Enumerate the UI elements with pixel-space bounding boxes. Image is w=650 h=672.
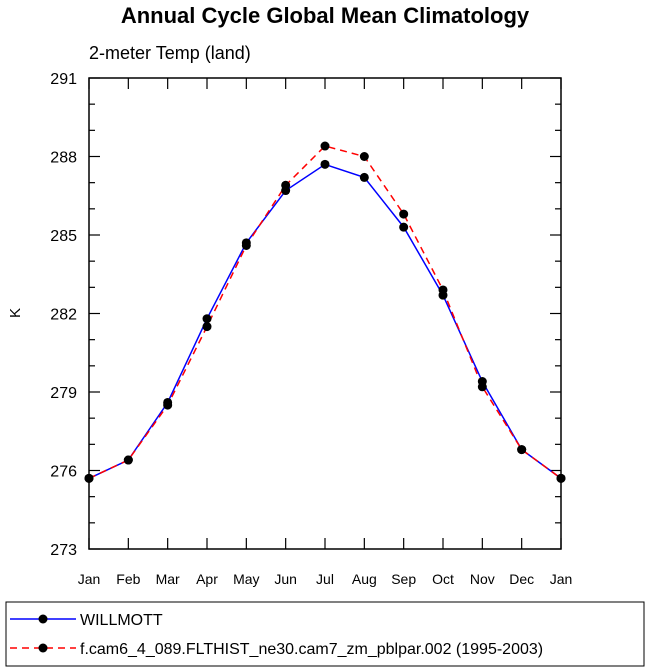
plot-frame [88,77,562,550]
y-tick-label: 288 [50,150,77,167]
x-tick-label: May [233,571,259,587]
series-1-point [163,400,173,410]
x-tick-label: Dec [509,571,534,587]
y-tick-labels: 273 276 279 282 285 288 291 [50,71,77,559]
x-tick-label: Mar [156,571,180,587]
series-0-point [359,172,369,182]
series-1-point [123,455,133,465]
series-1-point [477,382,487,392]
series-line-0 [88,163,562,480]
series-layer [84,141,566,483]
x-tick-label: Sep [391,571,416,587]
x-tick-label: Jun [274,571,297,587]
series-1-point [202,322,212,332]
y-tick-label: 282 [50,307,77,324]
series-1-point [438,285,448,295]
y-tick-label: 285 [50,228,77,245]
legend: WILLMOTT f.cam6_4_089.FLTHIST_ne30.cam7_… [5,601,645,667]
x-tick-label: Oct [432,571,454,587]
y-tick-label: 273 [50,542,77,559]
y-tick-label: 279 [50,385,77,402]
x-tick-label: Feb [116,571,140,587]
series-0-point [320,159,330,169]
series-1-point [399,209,409,219]
series-1-point [241,240,251,250]
series-1-point [517,445,527,455]
x-tick-label: Apr [196,571,218,587]
y-axis-label: K [7,308,24,318]
legend-marker-willmott [38,614,48,624]
x-tick-label: Jul [316,571,334,587]
x-tick-label: Nov [470,571,495,587]
x-tick-label: Jan [550,571,573,587]
series-0-point [202,314,212,324]
series-1-point [320,141,330,151]
series-1-point [281,180,291,190]
legend-marker-cam [38,643,48,653]
chart-subtitle: 2-meter Temp (land) [89,43,251,63]
x-tick-labels: Jan Feb Mar Apr May Jun Jul Aug Sep Oct Nov Dec Jan [78,571,573,587]
x-tick-label: Jan [78,571,101,587]
legend-label-willmott: WILLMOTT [80,612,163,629]
series-0-point [399,222,409,232]
series-line-1 [88,145,562,480]
x-tick-label: Aug [352,571,377,587]
legend-label-cam: f.cam6_4_089.FLTHIST_ne30.cam7_zm_pblpar… [80,641,543,658]
y-tick-label: 291 [50,71,77,88]
series-1-point [359,152,369,161]
chart-title: Annual Cycle Global Mean Climatology [121,3,530,28]
legend-box [5,601,645,667]
y-tick-label: 276 [50,464,77,481]
